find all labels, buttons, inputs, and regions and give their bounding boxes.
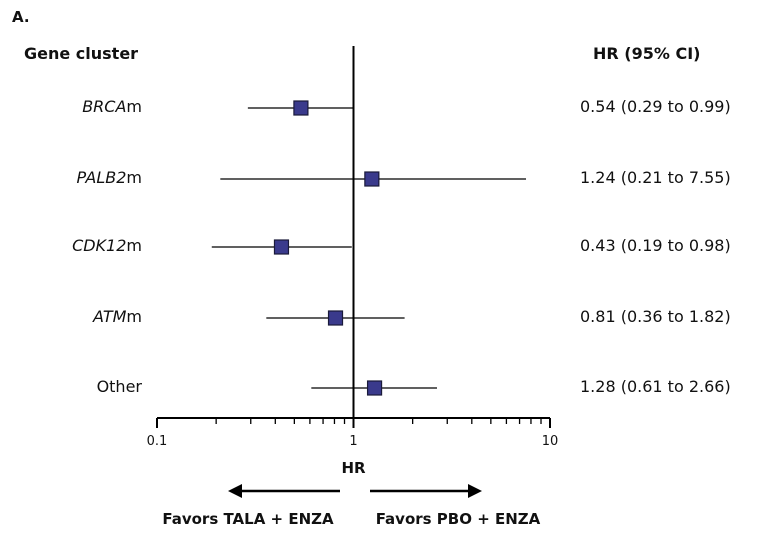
hr-ci-value: 0.43 (0.19 to 0.98)	[580, 236, 731, 255]
row-label-suffix: m	[126, 236, 142, 255]
hr-ci-value: 0.54 (0.29 to 0.99)	[580, 97, 731, 116]
favor-right-arrowhead	[468, 484, 482, 498]
favors-right-label: Favors PBO + ENZA	[376, 510, 541, 528]
favor-left-arrowhead	[228, 484, 242, 498]
x-tick-label: 0.1	[147, 434, 168, 449]
x-tick-label: 1	[349, 434, 357, 449]
hr-point-marker	[293, 100, 309, 116]
row-label-suffix: m	[126, 97, 142, 116]
hr-ci-header: HR (95% CI)	[593, 44, 701, 63]
hr-point-marker	[273, 239, 290, 255]
hr-point-marker	[366, 380, 383, 396]
row-label: PALB2m	[22, 168, 142, 187]
row-label: ATMm	[22, 307, 142, 326]
x-tick-label: 10	[542, 434, 559, 449]
panel-label: A.	[12, 8, 30, 26]
hr-ci-value: 1.24 (0.21 to 7.55)	[580, 168, 731, 187]
gene-cluster-header: Gene cluster	[24, 44, 139, 63]
row-label-suffix: Other	[96, 377, 142, 396]
row-label-italic: BRCA	[82, 97, 127, 116]
favors-left-label: Favors TALA + ENZA	[162, 510, 334, 528]
row-label-suffix: m	[126, 307, 142, 326]
row-label: Other	[22, 377, 142, 396]
hr-ci-value: 1.28 (0.61 to 2.66)	[580, 377, 731, 396]
row-label-italic: CDK12	[72, 236, 127, 255]
hr-ci-value: 0.81 (0.36 to 1.82)	[580, 307, 731, 326]
row-label-suffix: m	[126, 168, 142, 187]
row-label-italic: ATM	[93, 307, 127, 326]
x-axis-title: HR	[341, 459, 366, 477]
hr-point-marker	[364, 171, 380, 187]
hr-point-marker	[327, 310, 344, 326]
row-label: CDK12m	[22, 236, 142, 255]
row-label: BRCAm	[22, 97, 142, 116]
row-label-italic: PALB2	[76, 168, 127, 187]
